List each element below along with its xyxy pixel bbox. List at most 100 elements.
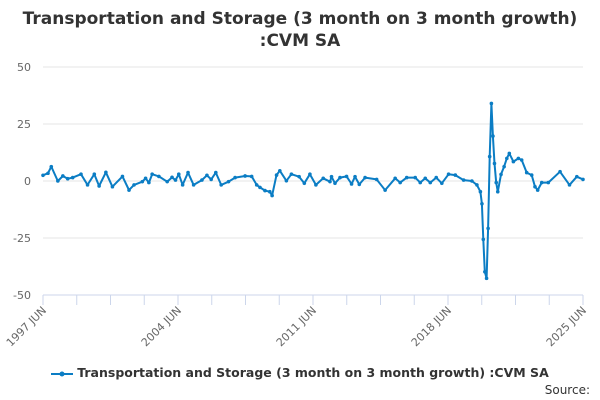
series-line	[42, 102, 584, 280]
x-tick-label: 1997 JUN	[4, 304, 49, 349]
data-point	[104, 170, 108, 175]
data-point	[132, 183, 136, 187]
x-tick-label: 2018 JUN	[409, 304, 454, 349]
data-point	[475, 183, 479, 187]
data-point	[491, 134, 495, 138]
data-point	[214, 170, 218, 175]
data-point	[575, 174, 579, 179]
data-point	[516, 156, 521, 161]
data-point	[558, 169, 562, 174]
data-point	[274, 173, 279, 177]
data-point	[127, 188, 131, 192]
data-point	[404, 175, 409, 180]
data-point	[349, 182, 354, 186]
y-tick-label: -25	[13, 232, 31, 245]
y-tick-label: 25	[17, 118, 31, 131]
data-point	[165, 179, 169, 184]
data-point	[478, 189, 483, 194]
data-point	[173, 178, 178, 182]
data-point	[470, 179, 474, 183]
data-point	[357, 182, 362, 187]
data-point	[110, 184, 115, 189]
data-point	[157, 174, 161, 179]
data-point	[205, 173, 209, 178]
data-point	[519, 158, 524, 162]
data-point	[499, 172, 503, 177]
data-point	[200, 178, 204, 182]
data-point	[428, 180, 433, 185]
data-point	[533, 184, 537, 189]
data-point	[258, 185, 262, 190]
data-point	[344, 174, 349, 179]
data-point	[46, 171, 50, 176]
data-point	[434, 175, 439, 180]
data-point	[502, 164, 506, 169]
data-point	[321, 176, 326, 181]
data-point	[120, 174, 125, 179]
data-point	[333, 181, 337, 186]
data-point	[495, 189, 500, 194]
data-point	[249, 174, 254, 179]
x-tick-label: 2004 JUN	[139, 304, 184, 349]
data-point	[314, 183, 318, 187]
data-point	[176, 172, 181, 176]
data-point	[524, 170, 529, 175]
data-point	[263, 188, 267, 193]
data-point	[191, 183, 196, 187]
data-point	[507, 151, 512, 156]
data-point	[418, 180, 423, 185]
data-point	[353, 174, 357, 179]
data-point	[170, 175, 174, 180]
data-point	[268, 189, 272, 194]
chart-title-line-2: :CVM SA	[259, 31, 341, 51]
data-point	[186, 170, 190, 175]
data-point	[383, 188, 387, 192]
y-tick-label: 50	[17, 61, 31, 74]
x-tick-label: 2011 JUN	[274, 304, 319, 349]
data-point	[567, 183, 572, 187]
data-point	[143, 176, 148, 181]
data-point	[374, 177, 379, 182]
data-point	[489, 101, 494, 106]
data-point	[363, 175, 367, 180]
data-point	[297, 174, 301, 179]
source-label: Source:	[544, 383, 590, 397]
data-point	[484, 276, 489, 281]
data-point	[486, 226, 490, 231]
data-point	[70, 175, 75, 180]
data-point	[97, 184, 101, 188]
y-tick-label: 0	[24, 175, 31, 188]
data-point	[289, 172, 294, 176]
data-point	[243, 174, 247, 178]
data-point	[446, 172, 451, 176]
data-point	[226, 179, 231, 184]
data-point	[487, 154, 492, 159]
data-point	[440, 181, 444, 186]
data-point	[278, 168, 282, 173]
data-point	[581, 177, 585, 182]
data-point	[284, 178, 289, 183]
data-point	[492, 161, 497, 166]
chart-title: Transportation and Storage (3 month on 3…	[0, 8, 600, 52]
data-point	[539, 180, 544, 185]
x-tick-label: 2025 JUN	[544, 304, 589, 349]
data-point	[480, 202, 484, 206]
data-point	[180, 183, 185, 187]
data-point	[423, 176, 428, 181]
data-point	[233, 175, 237, 180]
data-point	[65, 176, 70, 181]
legend-line-marker-icon	[51, 371, 74, 376]
legend[interactable]: Transportation and Storage (3 month on 3…	[0, 365, 600, 380]
data-point	[328, 179, 332, 184]
data-point	[85, 183, 90, 187]
data-point	[535, 188, 540, 192]
data-point	[398, 180, 402, 185]
data-point	[49, 164, 54, 169]
data-point	[461, 178, 466, 182]
data-point	[219, 183, 223, 187]
data-point	[56, 179, 60, 183]
data-point	[413, 175, 418, 180]
data-point	[453, 173, 458, 177]
data-point	[140, 179, 145, 184]
